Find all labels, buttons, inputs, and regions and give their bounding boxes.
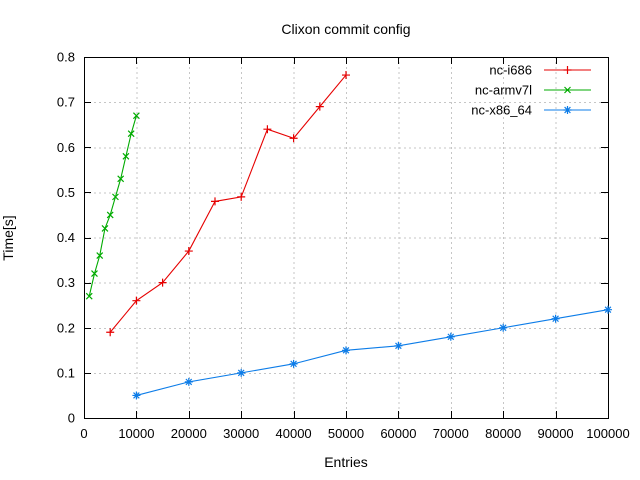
x-tick-label: 90000 (538, 426, 574, 441)
asterisk-marker-icon (563, 106, 572, 114)
y-tick-label: 0.5 (57, 185, 75, 200)
x-tick-label: 0 (80, 426, 87, 441)
legend-sample (544, 66, 591, 74)
plus-marker-icon (289, 134, 298, 143)
plus-marker-icon (315, 102, 324, 111)
legend-item-nc-armv7l: nc-armv7l (475, 83, 591, 98)
x-tick-label: 30000 (223, 426, 259, 441)
chart-title: Clixon commit config (281, 21, 411, 37)
cross-marker-icon (132, 112, 140, 120)
plus-marker-icon (106, 328, 115, 337)
cross-marker-icon (101, 225, 109, 232)
y-tick-label: 0 (68, 411, 75, 426)
legend: nc-i686 nc-armv7l nc-x86_64 (471, 63, 591, 118)
y-tick-label: 0.7 (57, 95, 75, 110)
cross-marker-icon (127, 130, 135, 138)
legend-sample (544, 86, 591, 94)
legend-label: nc-i686 (489, 63, 532, 78)
x-tick-label: 40000 (276, 426, 312, 441)
legend-sample (544, 106, 591, 114)
cross-marker-icon (564, 86, 571, 94)
y-tick-label: 0.8 (57, 50, 75, 65)
asterisk-marker-icon (289, 359, 298, 368)
x-axis-label: Entries (324, 454, 368, 470)
plus-marker-icon (237, 192, 246, 201)
asterisk-marker-icon (184, 377, 193, 386)
x-tick-label: 50000 (328, 426, 364, 441)
x-tick-label: 70000 (433, 426, 469, 441)
cross-marker-icon (117, 175, 125, 183)
series-nc-i686 (106, 71, 350, 337)
plus-marker-icon (342, 71, 350, 80)
plus-marker-icon (563, 66, 572, 74)
y-tick-label: 0.6 (57, 140, 75, 155)
cross-marker-icon (91, 270, 98, 278)
plus-marker-icon (132, 296, 141, 305)
x-tick-label: 100000 (586, 426, 629, 441)
asterisk-marker-icon (551, 314, 560, 323)
asterisk-marker-icon (132, 391, 141, 400)
legend-item-nc-x86_64: nc-x86_64 (471, 103, 591, 118)
series-nc-x86_64 (132, 305, 612, 400)
plus-marker-icon (263, 125, 272, 134)
asterisk-marker-icon (446, 332, 455, 341)
asterisk-marker-icon (604, 305, 612, 314)
legend-label: nc-x86_64 (471, 103, 532, 118)
y-tick-label: 0.2 (57, 320, 75, 335)
axis-ticks (84, 57, 609, 419)
asterisk-marker-icon (342, 346, 350, 355)
cross-marker-icon (106, 211, 114, 219)
tick-labels: 0 10000 20000 30000 40000 50000 60000 70000 8000… (57, 50, 630, 442)
plus-marker-icon (211, 197, 219, 206)
series-line (109, 74, 347, 333)
y-tick-label: 0.3 (57, 275, 75, 290)
x-tick-label: 60000 (380, 426, 416, 441)
cross-marker-icon (85, 292, 93, 300)
y-axis-label: Time[s] (0, 215, 16, 261)
series-line (136, 309, 609, 396)
asterisk-marker-icon (499, 323, 508, 332)
series-nc-armv7l (85, 112, 140, 300)
legend-label: nc-armv7l (475, 83, 532, 98)
plus-marker-icon (158, 278, 167, 287)
cross-marker-icon (96, 252, 104, 259)
x-tick-label: 80000 (485, 426, 521, 441)
y-tick-label: 0.1 (57, 365, 75, 380)
legend-item-nc-i686: nc-i686 (489, 63, 591, 78)
x-tick-label: 10000 (118, 426, 154, 441)
x-tick-label: 20000 (171, 426, 207, 441)
y-tick-label: 0.4 (57, 230, 75, 245)
series-line (88, 115, 137, 297)
asterisk-marker-icon (237, 368, 246, 377)
plus-marker-icon (184, 247, 193, 256)
cross-marker-icon (112, 193, 119, 201)
asterisk-marker-icon (394, 341, 403, 350)
cross-marker-icon (122, 152, 130, 160)
grid (84, 57, 608, 418)
